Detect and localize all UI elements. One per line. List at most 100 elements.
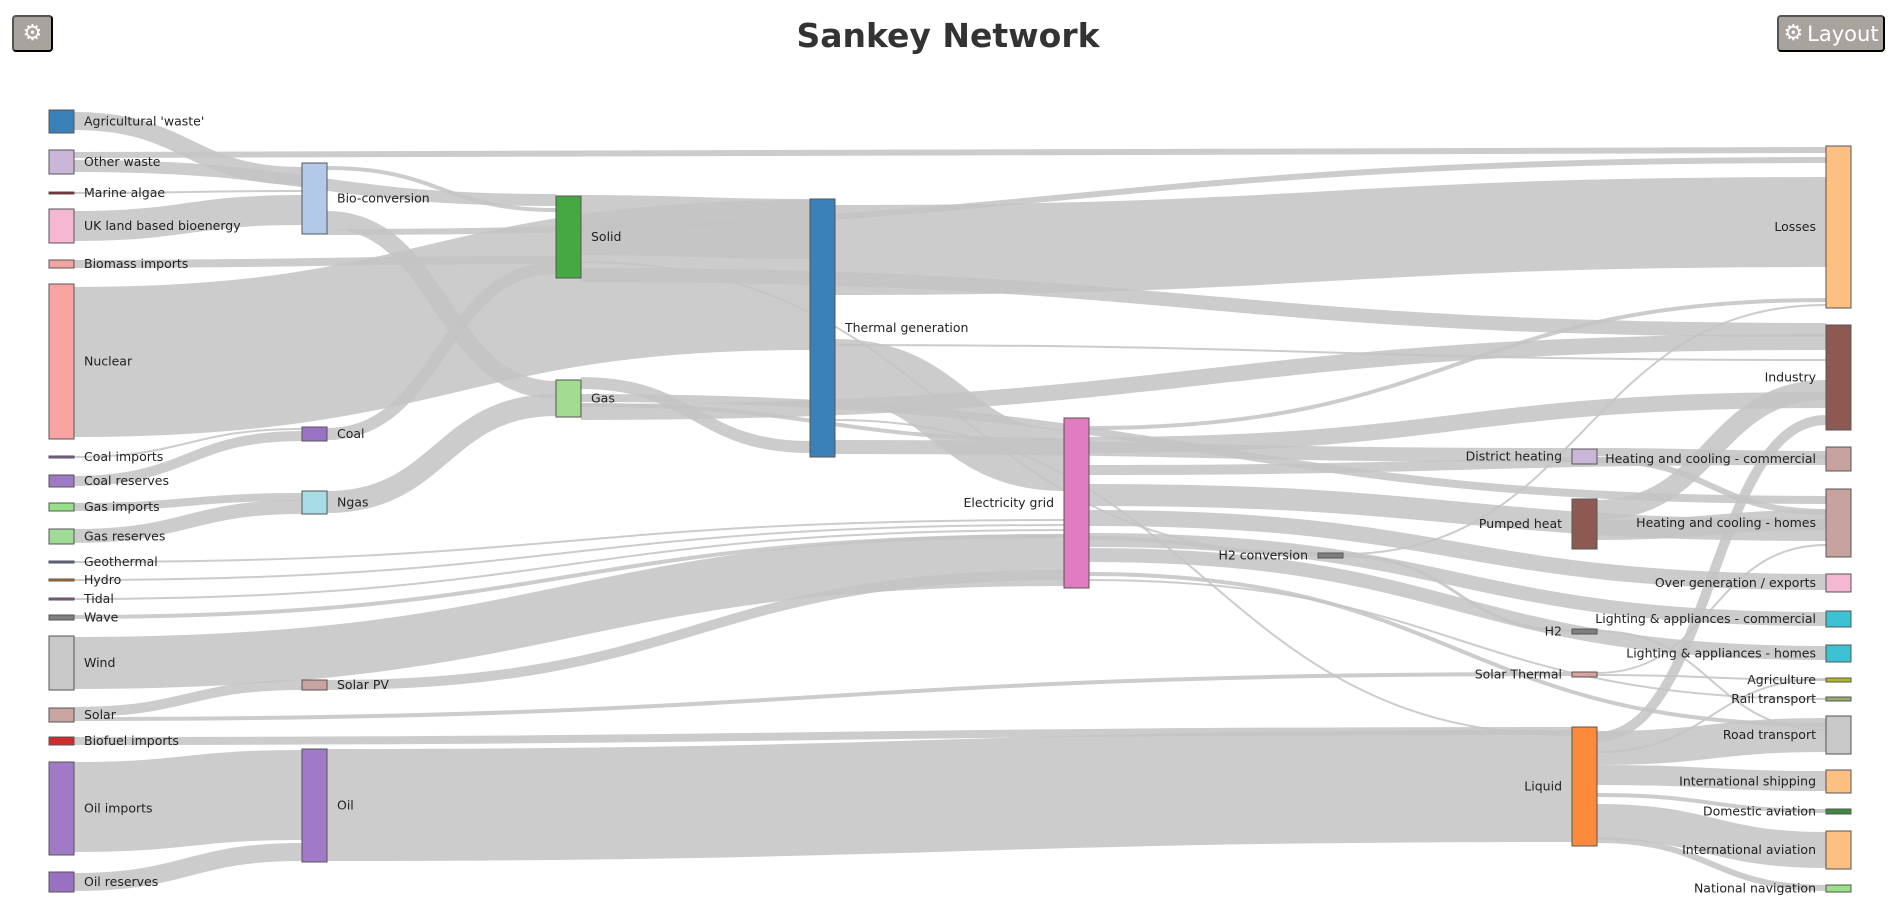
- node-coalimp[interactable]: [48, 455, 75, 459]
- link-coal-solid: [326, 262, 557, 440]
- node-gasres[interactable]: [48, 528, 75, 545]
- link-liquid-intav: [1596, 804, 1827, 868]
- node-label-gasres: Gas reserves: [84, 529, 165, 544]
- node-oilimp[interactable]: [48, 761, 75, 856]
- node-h2conv[interactable]: [1317, 552, 1344, 559]
- node-label-district: District heating: [1466, 449, 1562, 464]
- link-h2conv-losses: [1342, 304, 1827, 555]
- node-industry[interactable]: [1825, 324, 1852, 431]
- node-liquid[interactable]: [1571, 726, 1598, 847]
- node-gasimp[interactable]: [48, 502, 75, 512]
- node-label-hccom: Heating and cooling - commercial: [1605, 451, 1816, 466]
- link-thermal-liquid: [834, 419, 1573, 736]
- layout-button[interactable]: ⚙ Layout: [1777, 15, 1885, 52]
- node-label-lahome: Lighting & appliances - homes: [1626, 646, 1816, 661]
- node-label-solarth: Solar Thermal: [1475, 667, 1562, 682]
- node-hydro[interactable]: [48, 578, 75, 582]
- node-label-nuclear: Nuclear: [84, 354, 133, 369]
- node-label-wind: Wind: [84, 655, 115, 670]
- link-gasimp-ngas: [73, 493, 303, 511]
- link-solarpv-grid: [326, 570, 1065, 690]
- node-coal[interactable]: [301, 426, 328, 442]
- node-label-pumped: Pumped heat: [1479, 516, 1562, 531]
- settings-button[interactable]: ⚙: [12, 15, 53, 52]
- link-hydro-grid: [73, 524, 1065, 581]
- node-biofuel[interactable]: [48, 736, 75, 746]
- link-ukland-bioconv: [73, 195, 303, 241]
- node-label-hchome: Heating and cooling - homes: [1636, 515, 1816, 530]
- node-label-biofuel: Biofuel imports: [84, 733, 179, 748]
- node-agri[interactable]: [48, 109, 75, 134]
- node-otherw[interactable]: [48, 149, 75, 175]
- link-pumped-hchome: [1596, 510, 1827, 540]
- node-rail[interactable]: [1825, 696, 1852, 702]
- node-domav[interactable]: [1825, 808, 1852, 815]
- node-thermal[interactable]: [809, 198, 836, 458]
- layout-button-label: Layout: [1807, 21, 1879, 46]
- node-solar[interactable]: [48, 707, 75, 723]
- node-label-oil: Oil: [337, 798, 354, 813]
- node-h2[interactable]: [1571, 628, 1598, 635]
- node-oil[interactable]: [301, 748, 328, 863]
- node-overgen[interactable]: [1825, 573, 1852, 593]
- node-label-intship: International shipping: [1679, 774, 1816, 789]
- node-nuclear[interactable]: [48, 283, 75, 440]
- node-label-navnav: National navigation: [1694, 881, 1816, 896]
- node-label-geo: Geothermal: [84, 554, 158, 569]
- link-grid-industry: [1088, 392, 1827, 453]
- link-oilres-oil: [73, 843, 303, 891]
- node-lacom[interactable]: [1825, 610, 1852, 628]
- link-liquid-intship: [1596, 765, 1827, 791]
- node-algae[interactable]: [48, 191, 75, 195]
- link-liquid-navnav: [1596, 837, 1827, 891]
- node-intav[interactable]: [1825, 830, 1852, 870]
- link-solarth-hchome: [1596, 544, 1827, 674]
- node-agric[interactable]: [1825, 677, 1852, 683]
- node-road[interactable]: [1825, 715, 1852, 755]
- node-label-bioimp: Biomass imports: [84, 256, 188, 271]
- node-tidal[interactable]: [48, 597, 75, 601]
- node-solarth[interactable]: [1571, 671, 1598, 678]
- link-bioconv-gas: [326, 211, 557, 399]
- link-liquid-industry: [1596, 415, 1827, 742]
- node-ngas[interactable]: [301, 490, 328, 515]
- node-wind[interactable]: [48, 635, 75, 691]
- node-grid[interactable]: [1063, 417, 1090, 589]
- node-wave[interactable]: [48, 614, 75, 621]
- node-geo[interactable]: [48, 560, 75, 564]
- node-label-hydro: Hydro: [84, 572, 121, 587]
- sankey-labels: Agricultural 'waste' Other waste Marine al…: [83, 114, 1817, 896]
- node-oilres[interactable]: [48, 871, 75, 893]
- link-bioconv-solid: [326, 166, 557, 212]
- link-gasres-ngas: [73, 500, 303, 543]
- node-pumped[interactable]: [1571, 498, 1598, 550]
- node-label-ukland: UK land based bioenergy: [84, 218, 241, 233]
- link-oilimp-oil: [73, 750, 303, 852]
- node-label-coalres: Coal reserves: [84, 473, 169, 488]
- link-solid-thermal: [580, 195, 811, 259]
- node-label-h2conv: H2 conversion: [1218, 548, 1308, 563]
- node-intship[interactable]: [1825, 769, 1852, 794]
- node-losses[interactable]: [1825, 145, 1852, 309]
- link-liquid-agric: [1596, 678, 1827, 753]
- node-navnav[interactable]: [1825, 884, 1852, 893]
- node-label-liquid: Liquid: [1524, 779, 1562, 794]
- node-label-tidal: Tidal: [83, 591, 114, 606]
- node-label-coalimp: Coal imports: [84, 449, 163, 464]
- node-coalres[interactable]: [48, 474, 75, 488]
- node-solarpv[interactable]: [301, 679, 328, 691]
- node-lahome[interactable]: [1825, 644, 1852, 663]
- link-grid-lacom: [1088, 533, 1827, 626]
- link-biofuel-liquid: [73, 727, 1573, 745]
- node-solid[interactable]: [555, 195, 582, 279]
- node-ukland[interactable]: [48, 208, 75, 244]
- gear-icon: ⚙: [22, 20, 43, 46]
- node-bioconv[interactable]: [301, 162, 328, 235]
- node-hccom[interactable]: [1825, 446, 1852, 472]
- node-district[interactable]: [1571, 448, 1598, 465]
- node-label-solarpv: Solar PV: [337, 677, 389, 692]
- link-solarth-agric: [1596, 674, 1827, 681]
- node-gas[interactable]: [555, 379, 582, 418]
- node-bioimp[interactable]: [48, 259, 75, 269]
- node-hchome[interactable]: [1825, 488, 1852, 558]
